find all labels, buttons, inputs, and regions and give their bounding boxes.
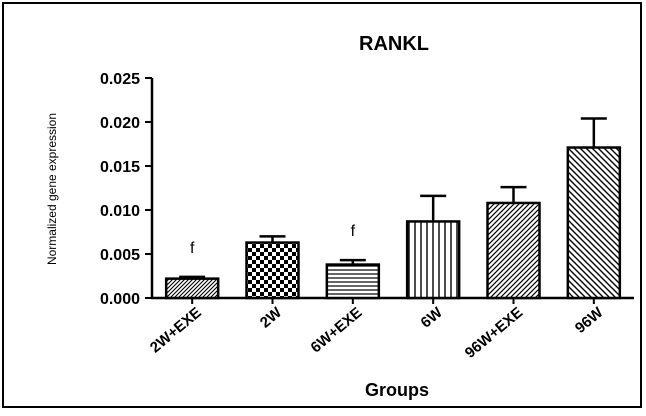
y-tick-label: 0.025: [100, 71, 140, 88]
x-tick-label: 2W+EXE: [147, 304, 205, 356]
bar: [566, 146, 622, 300]
x-tick-label: 96W: [572, 304, 607, 337]
bar: [405, 220, 461, 300]
x-tick-label: 2W: [257, 304, 286, 332]
bar: [325, 263, 381, 300]
y-tick-label: 0.000: [100, 291, 140, 308]
significance-annotation: f: [190, 240, 195, 257]
chart-title: RANKL: [359, 33, 429, 55]
x-tick-label: 6W: [418, 304, 447, 332]
y-tick-label: 0.010: [100, 203, 140, 220]
x-tick-label: 6W+EXE: [308, 304, 366, 356]
chart-frame: RANKL Normalized gene expression Groups …: [2, 2, 642, 408]
bar: [245, 241, 300, 300]
y-tick-label: 0.015: [100, 159, 140, 176]
bar: [486, 201, 541, 300]
x-axis-label: Groups: [365, 380, 429, 400]
x-tick-label: 96W+EXE: [462, 304, 526, 362]
rankl-bar-chart: RANKL Normalized gene expression Groups …: [45, 33, 634, 400]
bar: [164, 277, 220, 300]
y-tick-label: 0.005: [100, 247, 140, 264]
bars-group: ff: [164, 117, 622, 300]
y-axis-label: Normalized gene expression: [45, 113, 59, 265]
axes: 0.000 0.005 0.010 0.015 0.020 0.025 2W+EXE 2W 6W…: [100, 71, 634, 362]
y-tick-label: 0.020: [100, 115, 140, 132]
significance-annotation: f: [351, 223, 356, 240]
